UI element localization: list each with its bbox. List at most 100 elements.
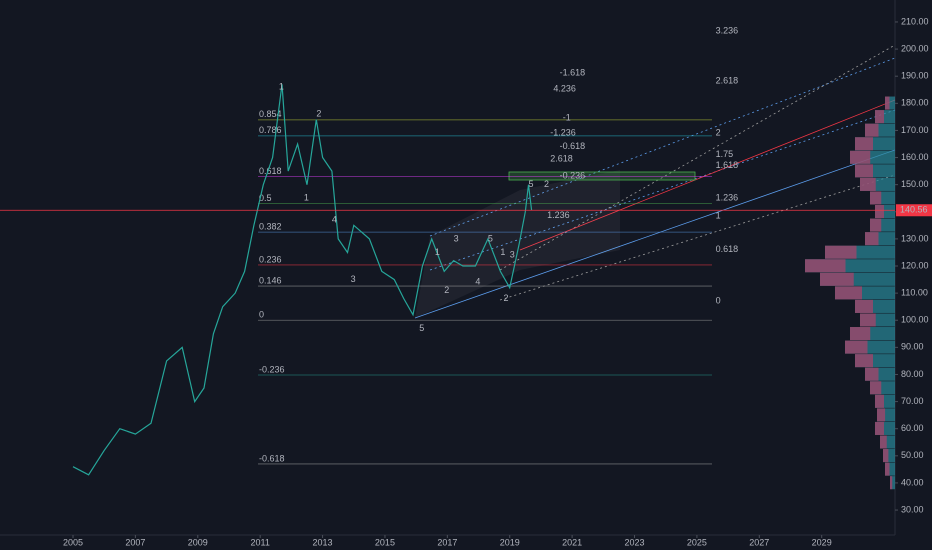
fib-label: 0 xyxy=(259,310,264,320)
y-tick-label: 60.00 xyxy=(901,423,924,433)
annotation: 2.618 xyxy=(716,75,739,85)
x-tick-label: 2019 xyxy=(500,537,520,547)
annotation: 2 xyxy=(444,285,449,295)
x-tick-label: 2005 xyxy=(63,537,83,547)
annotation: 0 xyxy=(716,296,721,306)
x-tick-label: 2015 xyxy=(375,537,395,547)
annotation: 2 xyxy=(544,179,549,189)
fib-label: -0.236 xyxy=(259,364,285,374)
volume-profile-sell xyxy=(883,449,889,463)
volume-profile-sell xyxy=(835,286,862,300)
volume-profile-sell xyxy=(850,150,871,164)
volume-profile-sell xyxy=(805,259,846,273)
y-tick-label: 130.00 xyxy=(901,233,929,243)
annotation: -1.236 xyxy=(550,128,576,138)
volume-profile-sell xyxy=(855,299,873,313)
volume-profile-sell xyxy=(877,408,886,422)
volume-profile-sell xyxy=(875,394,884,408)
volume-profile-sell xyxy=(820,272,854,286)
volume-profile-sell xyxy=(875,204,884,219)
annotation: 1.75 xyxy=(716,149,734,159)
annotation: 5 xyxy=(528,179,533,189)
annotation: 4.236 xyxy=(553,83,576,93)
x-tick-label: 2011 xyxy=(250,537,269,547)
price-line xyxy=(72,84,533,476)
fib-label: 0.618 xyxy=(259,166,282,176)
volume-profile-sell xyxy=(825,245,857,259)
annotation: 1.236 xyxy=(716,193,739,203)
annotation: -0.236 xyxy=(560,170,586,180)
volume-profile-sell xyxy=(855,137,873,151)
volume-profile-bar xyxy=(885,462,895,476)
fib-label: 0.854 xyxy=(259,109,282,119)
annotation: 1 xyxy=(716,210,721,220)
y-tick-label: 190.00 xyxy=(901,71,929,81)
y-tick-label: 180.00 xyxy=(901,98,929,108)
volume-profile-sell xyxy=(865,367,879,381)
annotation: 1 xyxy=(435,247,440,257)
target-zone xyxy=(508,171,696,181)
volume-profile-sell xyxy=(845,340,868,354)
annotation: 2 xyxy=(716,128,721,138)
volume-profile-bar xyxy=(885,96,895,110)
y-tick-label: 40.00 xyxy=(901,477,924,487)
volume-profile-sell xyxy=(855,164,873,178)
annotation: 3 xyxy=(454,233,459,243)
y-tick-label: 70.00 xyxy=(901,396,924,406)
shaded-zone xyxy=(415,170,620,318)
volume-profile-sell xyxy=(870,191,882,205)
y-tick-label: 50.00 xyxy=(901,450,924,460)
y-tick-label: 80.00 xyxy=(901,369,924,379)
annotation: -1 xyxy=(563,112,571,122)
y-tick-label: 110.00 xyxy=(901,287,928,297)
annotation: 4 xyxy=(475,277,480,287)
y-tick-label: 150.00 xyxy=(901,179,929,189)
annotation: -1.618 xyxy=(560,67,586,77)
channel xyxy=(414,149,896,319)
fib-label: 0.236 xyxy=(259,254,282,264)
volume-profile-sell xyxy=(875,421,884,435)
volume-profile-sell xyxy=(860,177,876,191)
volume-profile-sell xyxy=(880,435,887,449)
y-tick-label: 100.00 xyxy=(901,315,929,325)
volume-profile-sell xyxy=(865,123,879,137)
annotation: 1.618 xyxy=(716,160,739,170)
annotation: 3.236 xyxy=(716,25,739,35)
annotation: 3 xyxy=(510,250,515,260)
x-tick-label: 2029 xyxy=(812,537,832,547)
y-tick-label: 160.00 xyxy=(901,152,929,162)
y-tick-label: 210.00 xyxy=(901,16,929,26)
channel-lines xyxy=(414,44,896,319)
last-price-box xyxy=(896,204,932,217)
volume-profile-sell xyxy=(885,462,890,476)
annotation: 2.618 xyxy=(550,153,573,163)
annotation: 5 xyxy=(488,233,493,243)
x-tick-label: 2007 xyxy=(125,537,145,547)
volume-profile-sell xyxy=(870,218,882,232)
fib-label: 0.382 xyxy=(259,221,282,231)
y-tick-label: 90.00 xyxy=(901,342,924,352)
annotation: 4 xyxy=(332,214,337,224)
volume-profile-sell xyxy=(865,232,879,246)
annotation: 5 xyxy=(419,323,424,333)
volume-profile-sell xyxy=(875,110,884,124)
y-tick-label: 200.00 xyxy=(901,43,929,53)
fib-label: 0.5 xyxy=(259,193,272,203)
last-price-label: 140.56 xyxy=(900,205,928,215)
fib-label: -0.618 xyxy=(259,453,285,463)
y-tick-label: 30.00 xyxy=(901,504,924,514)
annotation: 1 xyxy=(304,193,309,203)
channel xyxy=(499,174,896,301)
fib-label: 0.786 xyxy=(259,125,282,135)
volume-profile-bar xyxy=(890,476,895,490)
channel xyxy=(519,99,896,251)
annotation: 3 xyxy=(351,274,356,284)
volume-profile-sell xyxy=(890,476,893,490)
volume-profile-sell xyxy=(885,96,890,110)
y-tick-label: 120.00 xyxy=(901,260,929,270)
volume-profile-sell xyxy=(855,354,873,368)
x-tick-label: 2017 xyxy=(437,537,457,547)
